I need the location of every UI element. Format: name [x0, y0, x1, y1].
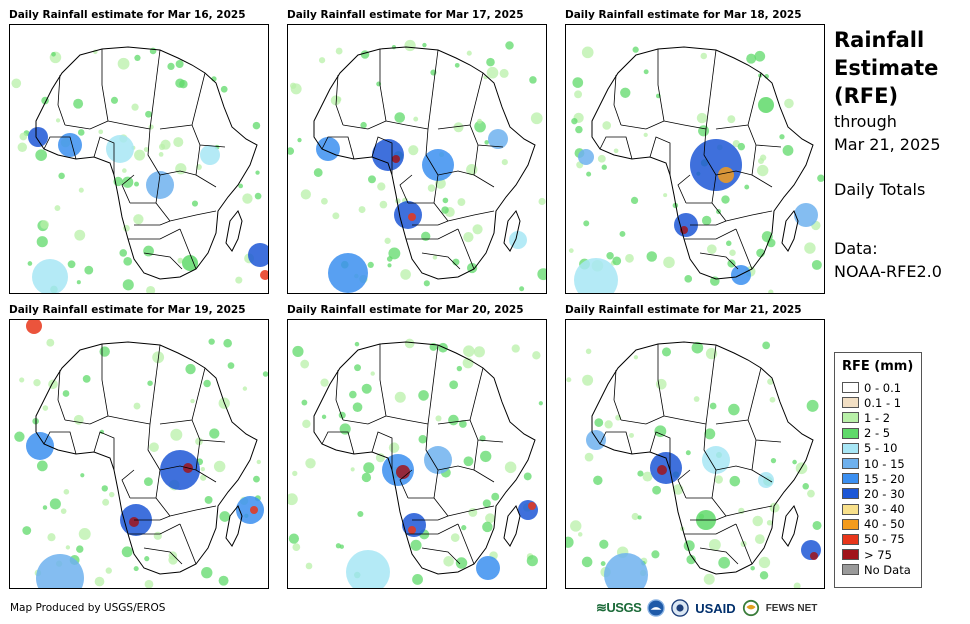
- legend-label: No Data: [864, 562, 911, 577]
- rainfall-blobs: [26, 320, 264, 588]
- legend-swatch: [842, 503, 859, 515]
- panel-title: Daily Rainfall estimate for Mar 18, 2025: [565, 9, 802, 21]
- rainfall-blobs: [586, 430, 821, 588]
- usaid-logo: USAID: [695, 600, 736, 616]
- title-date: Mar 21, 2025: [834, 135, 941, 154]
- legend-item: No Data: [842, 562, 921, 577]
- rainfall-speckle: [14, 338, 268, 588]
- legend-swatch: [842, 473, 859, 485]
- rainfall-blobs: [574, 97, 818, 293]
- rainfall-speckle: [288, 338, 543, 585]
- data-label: Data:: [834, 239, 878, 258]
- legend-swatch: [842, 564, 859, 576]
- madagascar-outline: [503, 505, 521, 547]
- map-title-block: Rainfall Estimate (RFE) through Mar 21, …: [834, 26, 964, 283]
- legend-label: 0 - 0.1: [864, 380, 902, 395]
- legend-item: 5 - 10: [842, 441, 921, 456]
- panel-title: Daily Rainfall estimate for Mar 19, 2025: [9, 304, 246, 316]
- legend-label: 2 - 5: [864, 426, 891, 441]
- legend-label: 15 - 20: [864, 471, 905, 486]
- africa-coastline: [313, 341, 536, 575]
- legend-swatch: [842, 458, 859, 470]
- country-borders: [43, 49, 226, 270]
- country-borders: [43, 344, 226, 565]
- rainfall-map: [565, 24, 825, 294]
- period-label: Daily Totals: [834, 180, 926, 199]
- legend-swatch: [842, 488, 859, 500]
- legend-label: 10 - 15: [864, 456, 905, 471]
- country-borders: [599, 49, 782, 270]
- panel-title: Daily Rainfall estimate for Mar 16, 2025: [9, 9, 246, 21]
- fews-net-logo: FEWS NET: [765, 602, 818, 614]
- fews-globe-icon: [742, 599, 759, 617]
- legend-label: 1 - 2: [864, 410, 891, 425]
- legend-item: 1 - 2: [842, 410, 921, 425]
- legend-item: 50 - 75: [842, 532, 921, 547]
- legend-swatch: [842, 518, 859, 530]
- legend-label: 5 - 10: [864, 441, 898, 456]
- madagascar-outline: [225, 505, 243, 547]
- legend-item: 30 - 40: [842, 502, 921, 517]
- africa-coastline: [591, 341, 814, 575]
- legend-item: 2 - 5: [842, 426, 921, 441]
- panel-title: Daily Rainfall estimate for Mar 21, 2025: [565, 304, 802, 316]
- title-estimate: Estimate: [834, 56, 939, 80]
- legend-swatch: [842, 442, 859, 454]
- noaa-seal-icon: [647, 599, 666, 617]
- legend-label: 0.1 - 1: [864, 395, 902, 410]
- legend-item: 0 - 0.1: [842, 380, 921, 395]
- map-credit: Map Produced by USGS/EROS: [10, 602, 166, 614]
- legend-item: 20 - 30: [842, 486, 921, 501]
- country-borders: [599, 344, 782, 565]
- rainfall-map: [565, 319, 825, 589]
- legend-label: > 75: [864, 547, 892, 562]
- legend-swatch: [842, 397, 859, 409]
- logo-strip: ≋USGS USAID FEWS NET: [596, 598, 817, 618]
- country-borders: [321, 49, 504, 270]
- rainfall-speckle: [566, 341, 822, 588]
- rainfall-speckle: [11, 47, 262, 293]
- legend-item: > 75: [842, 547, 921, 562]
- legend-item: 40 - 50: [842, 517, 921, 532]
- madagascar-outline: [781, 210, 799, 252]
- africa-coastline: [35, 46, 258, 280]
- africa-coastline: [591, 46, 814, 280]
- rainfall-blobs: [28, 127, 268, 293]
- legend-item: 15 - 20: [842, 471, 921, 486]
- legend-label: 50 - 75: [864, 532, 905, 547]
- title-through: through: [834, 112, 897, 131]
- madagascar-outline: [503, 210, 521, 252]
- madagascar-outline: [225, 210, 243, 252]
- country-borders: [321, 344, 504, 565]
- legend-swatch: [842, 427, 859, 439]
- doc-seal-icon: [671, 599, 690, 617]
- madagascar-outline: [781, 505, 799, 547]
- rainfall-map: [9, 319, 269, 589]
- usgs-logo: ≋USGS: [596, 600, 642, 615]
- panel-title: Daily Rainfall estimate for Mar 17, 2025: [287, 9, 524, 21]
- legend-swatch: [842, 533, 859, 545]
- legend-label: 20 - 30: [864, 486, 905, 501]
- legend-label: 40 - 50: [864, 517, 905, 532]
- legend-label: 30 - 40: [864, 502, 905, 517]
- rainfall-blobs: [316, 129, 527, 293]
- africa-coastline: [35, 341, 258, 575]
- legend-title: RFE (mm): [842, 359, 914, 374]
- title-rfe: (RFE): [834, 84, 899, 108]
- legend-item: 10 - 15: [842, 456, 921, 471]
- legend-swatch: [842, 382, 859, 394]
- data-source: NOAA-RFE2.0: [834, 262, 942, 281]
- rainfall-speckle: [288, 39, 546, 292]
- legend-swatch: [842, 549, 859, 561]
- title-rainfall: Rainfall: [834, 28, 925, 52]
- rainfall-map: [287, 24, 547, 294]
- panel-title: Daily Rainfall estimate for Mar 20, 2025: [287, 304, 524, 316]
- rainfall-blobs: [346, 446, 538, 588]
- africa-coastline: [313, 46, 536, 280]
- rainfall-map: [9, 24, 269, 294]
- legend-item: 0.1 - 1: [842, 395, 921, 410]
- rainfall-map: [287, 319, 547, 589]
- legend-swatch: [842, 412, 859, 424]
